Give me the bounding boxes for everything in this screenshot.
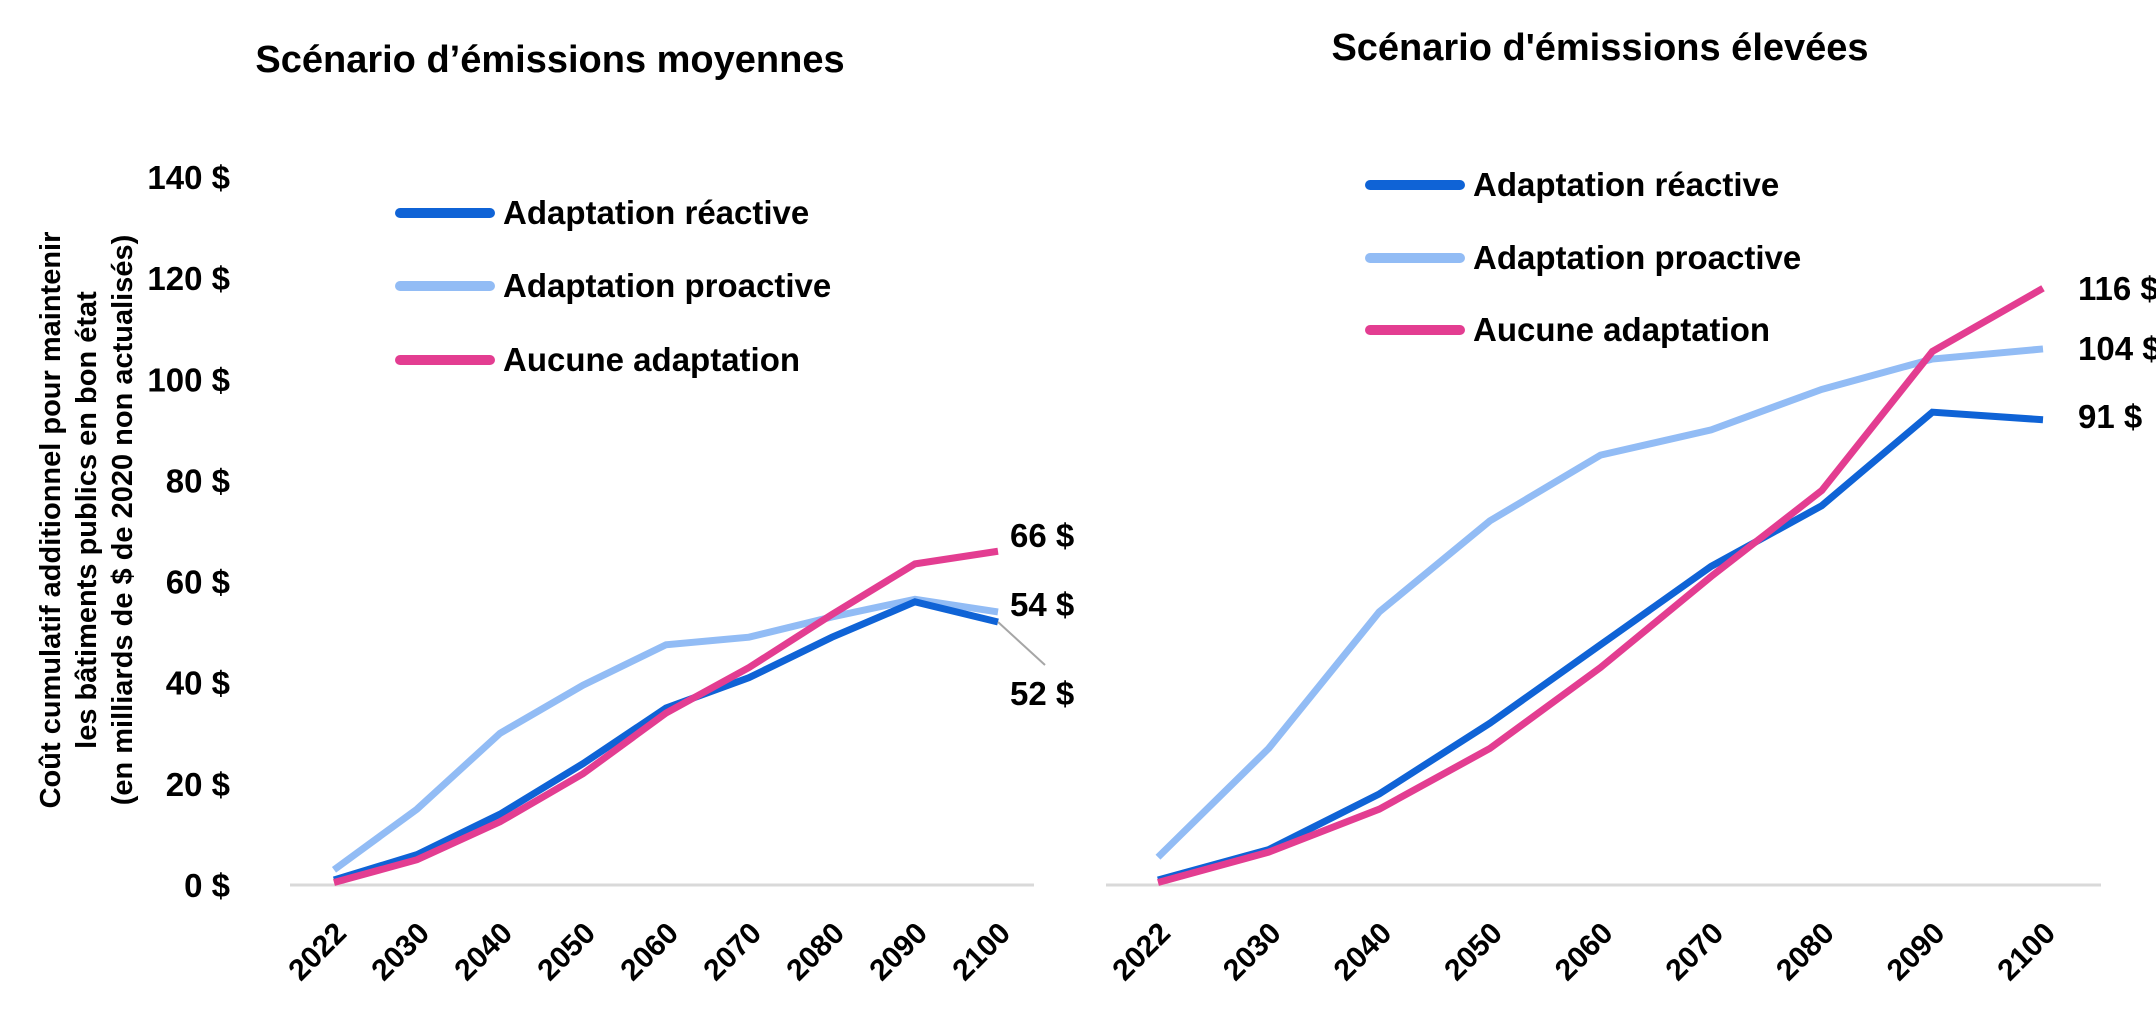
x-tick-label: 2090 [1881,917,1952,988]
y-tick-label: 40 $ [166,665,230,702]
x-tick-label: 2050 [531,917,602,988]
x-tick-label: 2040 [448,917,519,988]
data-label-leader-line [998,622,1045,665]
chart-title: Scénario d’émissions moyennes [255,39,844,81]
data-label-none: 116 $ [2078,270,2156,307]
legend-label-proactive: Adaptation proactive [503,267,831,304]
x-tick-label: 2070 [1660,917,1731,988]
series-line-proactive [334,599,998,870]
chart-panel-1: Scénario d’émissions moyennes 0 $ 20 $ 40 $… [147,39,1074,987]
y-axis-title-line-3: (en milliards de $ de 2020 non actualisé… [107,235,139,806]
x-tick-label: 2090 [863,917,934,988]
y-axis-title-line-2: les bâtiments publics en bon état [71,291,103,749]
data-label-reactive: 91 $ [2078,398,2142,435]
x-tick-label: 2070 [697,917,768,988]
y-tick-label: 20 $ [166,766,230,803]
data-label-proactive: 104 $ [2078,330,2156,367]
x-tick-label: 2060 [614,917,685,988]
legend-label-none: Aucune adaptation [503,341,800,378]
chart-panel-2: Scénario d'émissions élevées 2022 2030 2040… [1106,27,2156,987]
y-tick-label: 0 $ [184,867,230,904]
legend-label-reactive: Adaptation réactive [1473,166,1779,203]
x-tick-label: 2030 [365,917,436,988]
x-tick-label: 2050 [1438,917,1509,988]
x-tick-label: 2030 [1217,917,1288,988]
series-line-proactive [1158,349,2043,857]
legend-label-none: Aucune adaptation [1473,311,1770,348]
x-tick-label: 2022 [282,917,353,988]
y-tick-label: 140 $ [147,159,230,196]
data-label-reactive: 52 $ [1010,675,1074,712]
x-tick-label: 2022 [1106,917,1177,988]
legend-label-proactive: Adaptation proactive [1473,239,1801,276]
series-line-none [1158,288,2043,882]
series-line-reactive [1158,412,2043,880]
y-axis-title: Coût cumulatif additionnel pour mainteni… [35,232,139,809]
y-tick-label: 120 $ [147,260,230,297]
data-label-none: 66 $ [1010,517,1074,554]
data-label-proactive: 54 $ [1010,586,1074,623]
x-tick-label: 2100 [1991,917,2062,988]
y-axis-title-line-1: Coût cumulatif additionnel pour mainteni… [35,232,67,809]
y-tick-label: 60 $ [166,564,230,601]
y-tick-label: 100 $ [147,361,230,398]
x-tick-label: 2080 [1770,917,1841,988]
chart-title: Scénario d'émissions élevées [1331,27,1868,69]
y-tick-label: 80 $ [166,462,230,499]
legend-label-reactive: Adaptation réactive [503,194,809,231]
x-tick-label: 2100 [946,917,1017,988]
x-tick-label: 2060 [1549,917,1620,988]
x-tick-label: 2040 [1328,917,1399,988]
x-tick-label: 2080 [780,917,851,988]
